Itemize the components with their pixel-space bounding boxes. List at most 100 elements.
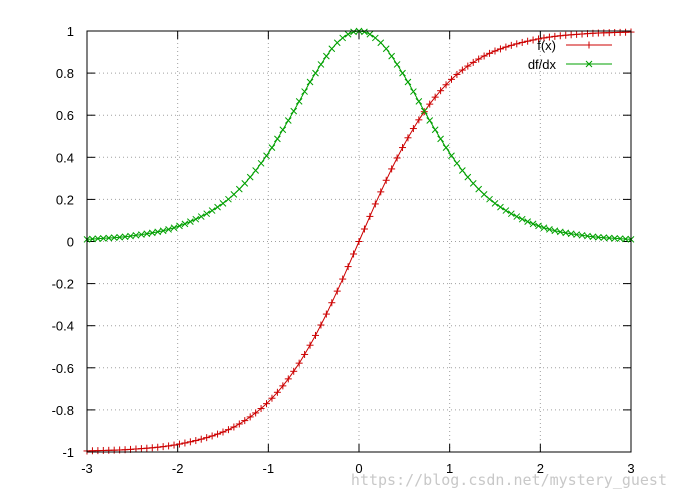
data-point-plus — [322, 310, 330, 318]
legend-label-fx: f(x) — [537, 38, 556, 53]
data-point-cross — [431, 126, 439, 134]
data-point-plus — [252, 409, 260, 417]
data-point-cross — [388, 52, 395, 60]
data-point-cross — [110, 234, 118, 242]
series-fx — [83, 28, 635, 455]
x-tick-label: 3 — [627, 461, 634, 476]
watermark: https://blog.csdn.net/mystery_guest — [350, 471, 667, 489]
data-point-plus — [475, 55, 483, 63]
data-point-plus — [496, 45, 504, 53]
data-point-plus — [241, 417, 249, 425]
data-point-plus — [148, 444, 156, 452]
data-point-plus — [480, 52, 488, 60]
data-point-cross — [89, 235, 96, 243]
data-point-plus — [165, 442, 173, 450]
data-point-plus — [186, 438, 194, 446]
data-point-cross — [279, 126, 287, 134]
y-axis-tick-labels: -1 -0.8 -0.6 -0.4 -0.2 0 0.2 0.4 0.6 0.8 1 — [52, 24, 74, 460]
y-tick-label: 0.6 — [56, 108, 74, 123]
data-point-cross — [225, 195, 232, 203]
data-point-cross — [480, 191, 488, 198]
y-tick-label: -0.6 — [52, 361, 74, 376]
data-point-cross — [513, 213, 521, 220]
data-point-cross — [584, 232, 591, 240]
data-point-plus — [360, 225, 368, 233]
data-point-cross — [274, 135, 281, 143]
data-point-plus — [486, 49, 494, 57]
data-point-plus — [279, 382, 287, 390]
data-point-cross — [535, 222, 542, 230]
x-tick-label: -2 — [172, 461, 184, 476]
data-point-cross — [518, 215, 526, 223]
data-point-cross — [263, 152, 270, 160]
data-point-cross — [464, 173, 472, 181]
data-point-plus — [442, 81, 450, 89]
data-point-cross — [328, 45, 336, 53]
data-point-cross — [138, 231, 145, 238]
data-point-plus — [154, 443, 162, 451]
data-point-cross — [459, 167, 466, 174]
data-point-cross — [497, 203, 504, 211]
data-point-cross — [121, 233, 129, 241]
data-point-plus — [301, 350, 309, 358]
x-tick-label: -1 — [263, 461, 275, 476]
data-point-cross — [399, 69, 406, 77]
data-point-plus — [306, 341, 314, 349]
data-point-cross — [600, 234, 608, 242]
data-point-cross — [94, 235, 102, 243]
y-tick-label: 1 — [67, 24, 74, 39]
data-point-plus — [214, 430, 222, 438]
data-point-cross — [208, 207, 216, 214]
y-tick-label: -0.8 — [52, 403, 74, 418]
data-point-plus — [317, 321, 325, 329]
data-point-cross — [181, 220, 189, 228]
data-point-plus — [393, 154, 401, 162]
y-tick-label: -0.2 — [52, 277, 74, 292]
y-tick-label: 0.8 — [56, 66, 74, 81]
data-point-plus — [502, 43, 510, 51]
data-point-plus — [295, 359, 303, 367]
data-point-cross — [442, 144, 450, 151]
y-tick-label: -0.4 — [52, 319, 74, 334]
data-point-cross — [170, 224, 178, 232]
data-point-plus — [551, 32, 559, 40]
data-point-cross — [567, 230, 575, 238]
data-point-cross — [165, 226, 172, 233]
data-point-plus — [257, 405, 265, 413]
data-point-cross — [290, 107, 298, 115]
y-tick-label: 0 — [67, 235, 74, 250]
data-point-cross — [192, 215, 200, 223]
data-point-plus — [159, 443, 167, 451]
data-point-cross — [268, 144, 276, 151]
data-point-plus — [192, 437, 200, 445]
data-point-plus — [284, 375, 292, 383]
data-point-cross — [257, 159, 265, 167]
data-point-plus — [339, 275, 347, 283]
data-point-cross — [361, 28, 368, 36]
x-tick-label: 0 — [355, 461, 362, 476]
data-point-plus — [175, 440, 183, 448]
data-point-plus — [453, 70, 461, 78]
data-point-plus — [224, 426, 232, 434]
data-point-cross — [317, 61, 325, 68]
data-point-plus — [181, 439, 189, 447]
legend-marker-dfdx — [585, 60, 593, 68]
data-point-cross — [295, 98, 303, 105]
data-point-cross — [214, 203, 221, 211]
data-point-plus — [290, 367, 298, 375]
data-point-cross — [524, 218, 531, 225]
data-point-plus — [535, 35, 543, 43]
data-point-cross — [203, 210, 211, 218]
data-point-plus — [263, 400, 271, 408]
x-tick-label: -3 — [81, 461, 93, 476]
data-point-cross — [611, 234, 619, 242]
data-point-cross — [410, 88, 417, 95]
plot-frame — [86, 30, 632, 453]
data-point-cross — [344, 30, 352, 38]
data-point-cross — [578, 231, 586, 239]
data-point-plus — [431, 93, 439, 101]
data-point-cross — [448, 152, 455, 160]
data-point-cross — [486, 195, 493, 203]
data-point-cross — [323, 52, 330, 60]
